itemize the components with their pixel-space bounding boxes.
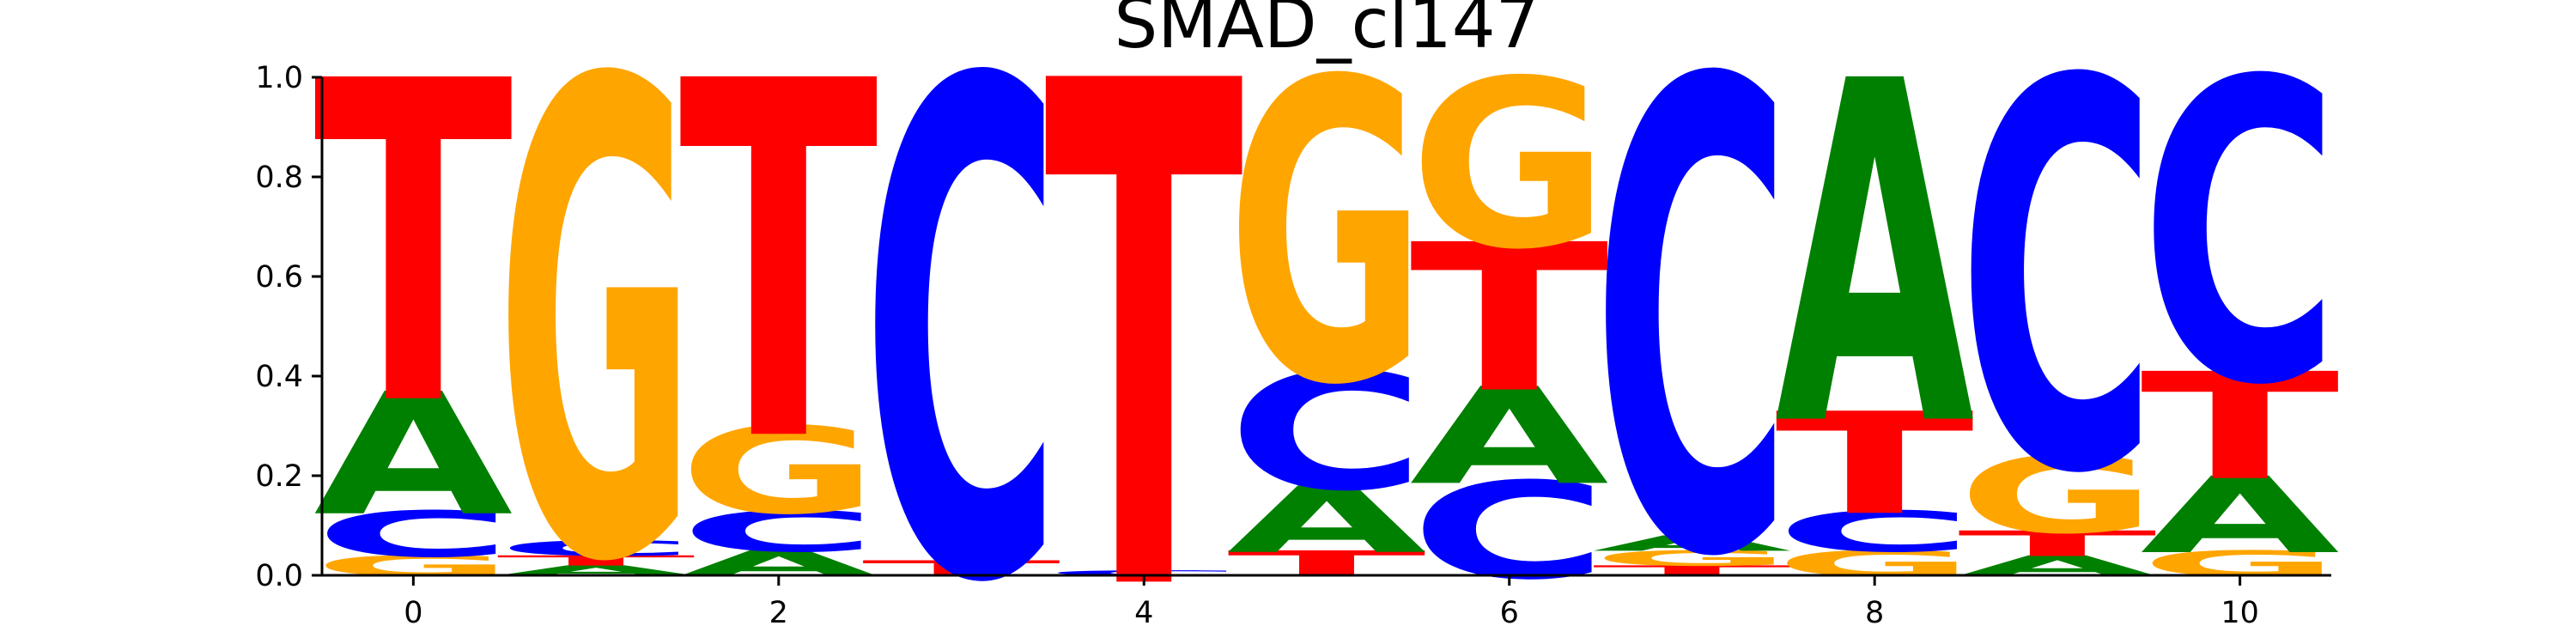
logo-letter-A-pos-9: A xyxy=(1958,550,2157,582)
y-tick-label: 1.0 xyxy=(255,61,303,95)
logo-letter-G-pos-5: G xyxy=(1227,0,1426,477)
logo-letter-G-pos-2: G xyxy=(679,402,878,541)
logo-letter-A-pos-5: A xyxy=(1227,468,1426,574)
logo-letter-C-pos-3: C xyxy=(862,0,1061,644)
logo-letter-A-pos-7: A xyxy=(1592,532,1791,556)
chart-axes: 0.0 0.2 0.4 0.6 0.8 1.0 0 2 4 6 8 10 xyxy=(255,61,2331,630)
logo-letter-G-pos-9: G xyxy=(1958,435,2157,557)
logo-letter-T-pos-8: T xyxy=(1775,383,1976,546)
y-tick-label: 0.2 xyxy=(255,459,303,494)
logo-letter-C-pos-8: C xyxy=(1775,499,1974,564)
logo-letter-C-pos-5: C xyxy=(1227,339,1426,526)
logo-letter-T-pos-0: T xyxy=(313,0,514,502)
x-tick-label: 10 xyxy=(2221,596,2259,630)
logo-letter-C-pos-2: C xyxy=(679,499,878,564)
logo-letter-C-pos-0: C xyxy=(313,498,513,571)
logo-letter-T-pos-9: T xyxy=(1958,524,2157,565)
logo-letter-T-pos-4: T xyxy=(1044,0,1245,644)
logo-letter-G-pos-1: G xyxy=(496,0,696,644)
logo-letter-C-pos-7: C xyxy=(1592,0,1791,644)
logo-letter-T-pos-2: T xyxy=(679,0,880,550)
logo-letter-T-pos-6: T xyxy=(1410,202,1611,438)
logo-letter-T-pos-5: T xyxy=(1227,544,1426,585)
x-tick-label: 4 xyxy=(1134,596,1153,630)
logo-letter-C-pos-4: C xyxy=(1044,569,1243,578)
logo-letter-A-pos-0: A xyxy=(313,357,513,553)
y-tick-label: 0.8 xyxy=(255,161,303,195)
logo-letter-G-pos-7: G xyxy=(1592,546,1791,570)
y-tick-label: 0.0 xyxy=(255,559,303,593)
logo-letter-C-pos-9: C xyxy=(1958,0,2157,591)
logo-letter-T-pos-10: T xyxy=(2141,342,2342,513)
logo-letter-C-pos-10: C xyxy=(2141,0,2340,477)
x-tick-label: 0 xyxy=(404,596,422,630)
y-tick-label: 0.4 xyxy=(255,360,303,394)
x-tick-label: 2 xyxy=(769,596,788,630)
logo-letter-A-pos-10: A xyxy=(2141,455,2340,578)
logo-letter-G-pos-6: G xyxy=(1410,32,1609,301)
logo-letter-A-pos-6: A xyxy=(1410,360,1609,515)
logo-letter-C-pos-1: C xyxy=(496,536,696,560)
logo-letter-A-pos-8: A xyxy=(1775,0,1976,529)
chart-title: SMAD_cl147 xyxy=(1114,0,1539,64)
y-tick-label: 0.6 xyxy=(255,260,303,295)
x-tick-label: 8 xyxy=(1865,596,1884,630)
x-tick-label: 6 xyxy=(1500,596,1519,630)
logo-letter-T-pos-1: T xyxy=(496,552,696,568)
